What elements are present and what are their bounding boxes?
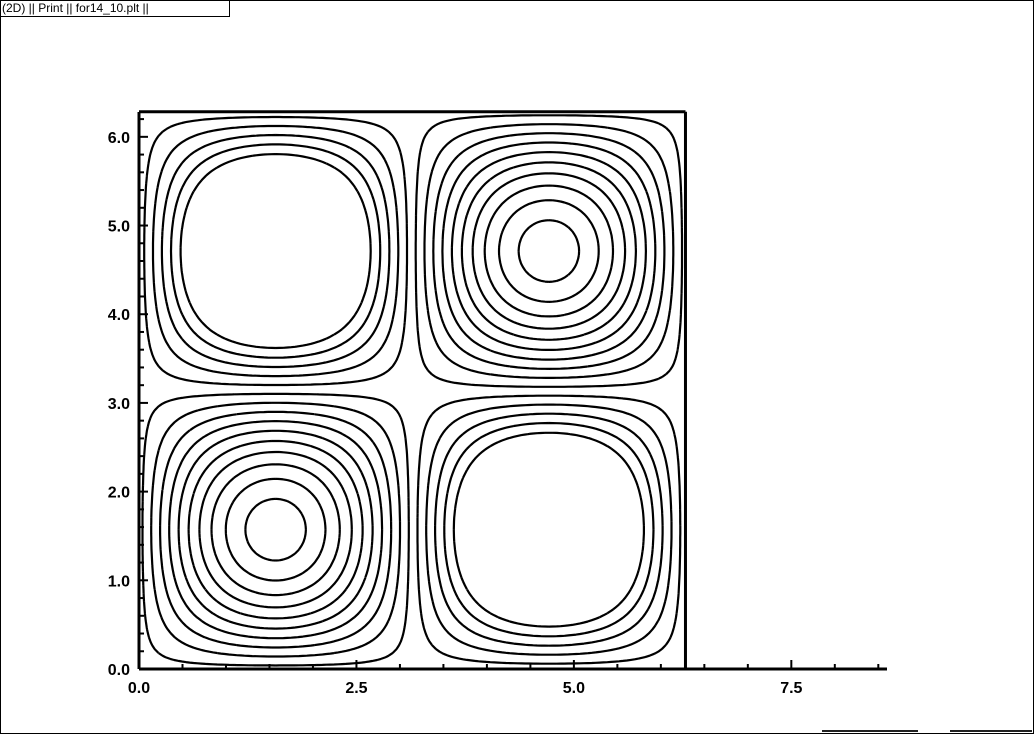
contour-line-8 bbox=[150, 123, 675, 658]
contour-line-13 bbox=[169, 143, 655, 638]
chart-tick-labels: 0.0 2.5 5.0 7.5 0.0 1.0 2.0 3.0 4.0 5.0 6.0 bbox=[108, 130, 803, 697]
y-tick-label: 3.0 bbox=[108, 396, 130, 413]
x-tick-label: 2.5 bbox=[345, 680, 367, 697]
contour-line-11 bbox=[151, 124, 673, 656]
contour-line-1 bbox=[224, 199, 600, 582]
x-tick-label: 5.0 bbox=[563, 680, 585, 697]
contour-line-0 bbox=[244, 219, 581, 562]
title-divider-end bbox=[229, 0, 230, 17]
x-tick-label: 0.0 bbox=[128, 680, 150, 697]
y-tick-label: 1.0 bbox=[108, 573, 130, 590]
contour-line-6 bbox=[168, 141, 657, 640]
chart-axes bbox=[137, 110, 887, 671]
title-divider bbox=[0, 16, 230, 17]
y-tick-label: 6.0 bbox=[108, 130, 130, 147]
contour-line-7 bbox=[159, 132, 666, 649]
contour-line-10 bbox=[143, 115, 682, 665]
contour-line-12 bbox=[160, 133, 664, 647]
contour-line-4 bbox=[187, 161, 637, 620]
contour-line-9 bbox=[141, 114, 684, 667]
chart-ticks bbox=[138, 118, 880, 670]
contour-line-2 bbox=[210, 184, 615, 597]
y-tick-label: 4.0 bbox=[108, 307, 130, 324]
x-tick-label: 7.5 bbox=[780, 680, 802, 697]
contour-line-5 bbox=[177, 151, 647, 630]
contour-line-3 bbox=[198, 172, 627, 609]
bottom-scroll-rule-a bbox=[822, 730, 918, 732]
window-title: (2D) || Print || for14_10.plt || bbox=[2, 1, 149, 15]
y-tick-label: 2.0 bbox=[108, 485, 130, 502]
contour-line-14 bbox=[179, 153, 645, 628]
y-tick-label: 5.0 bbox=[108, 219, 130, 236]
y-tick-label: 0.0 bbox=[108, 662, 130, 679]
bottom-scroll-rule-b bbox=[950, 730, 1032, 732]
contour-lines bbox=[141, 114, 684, 667]
